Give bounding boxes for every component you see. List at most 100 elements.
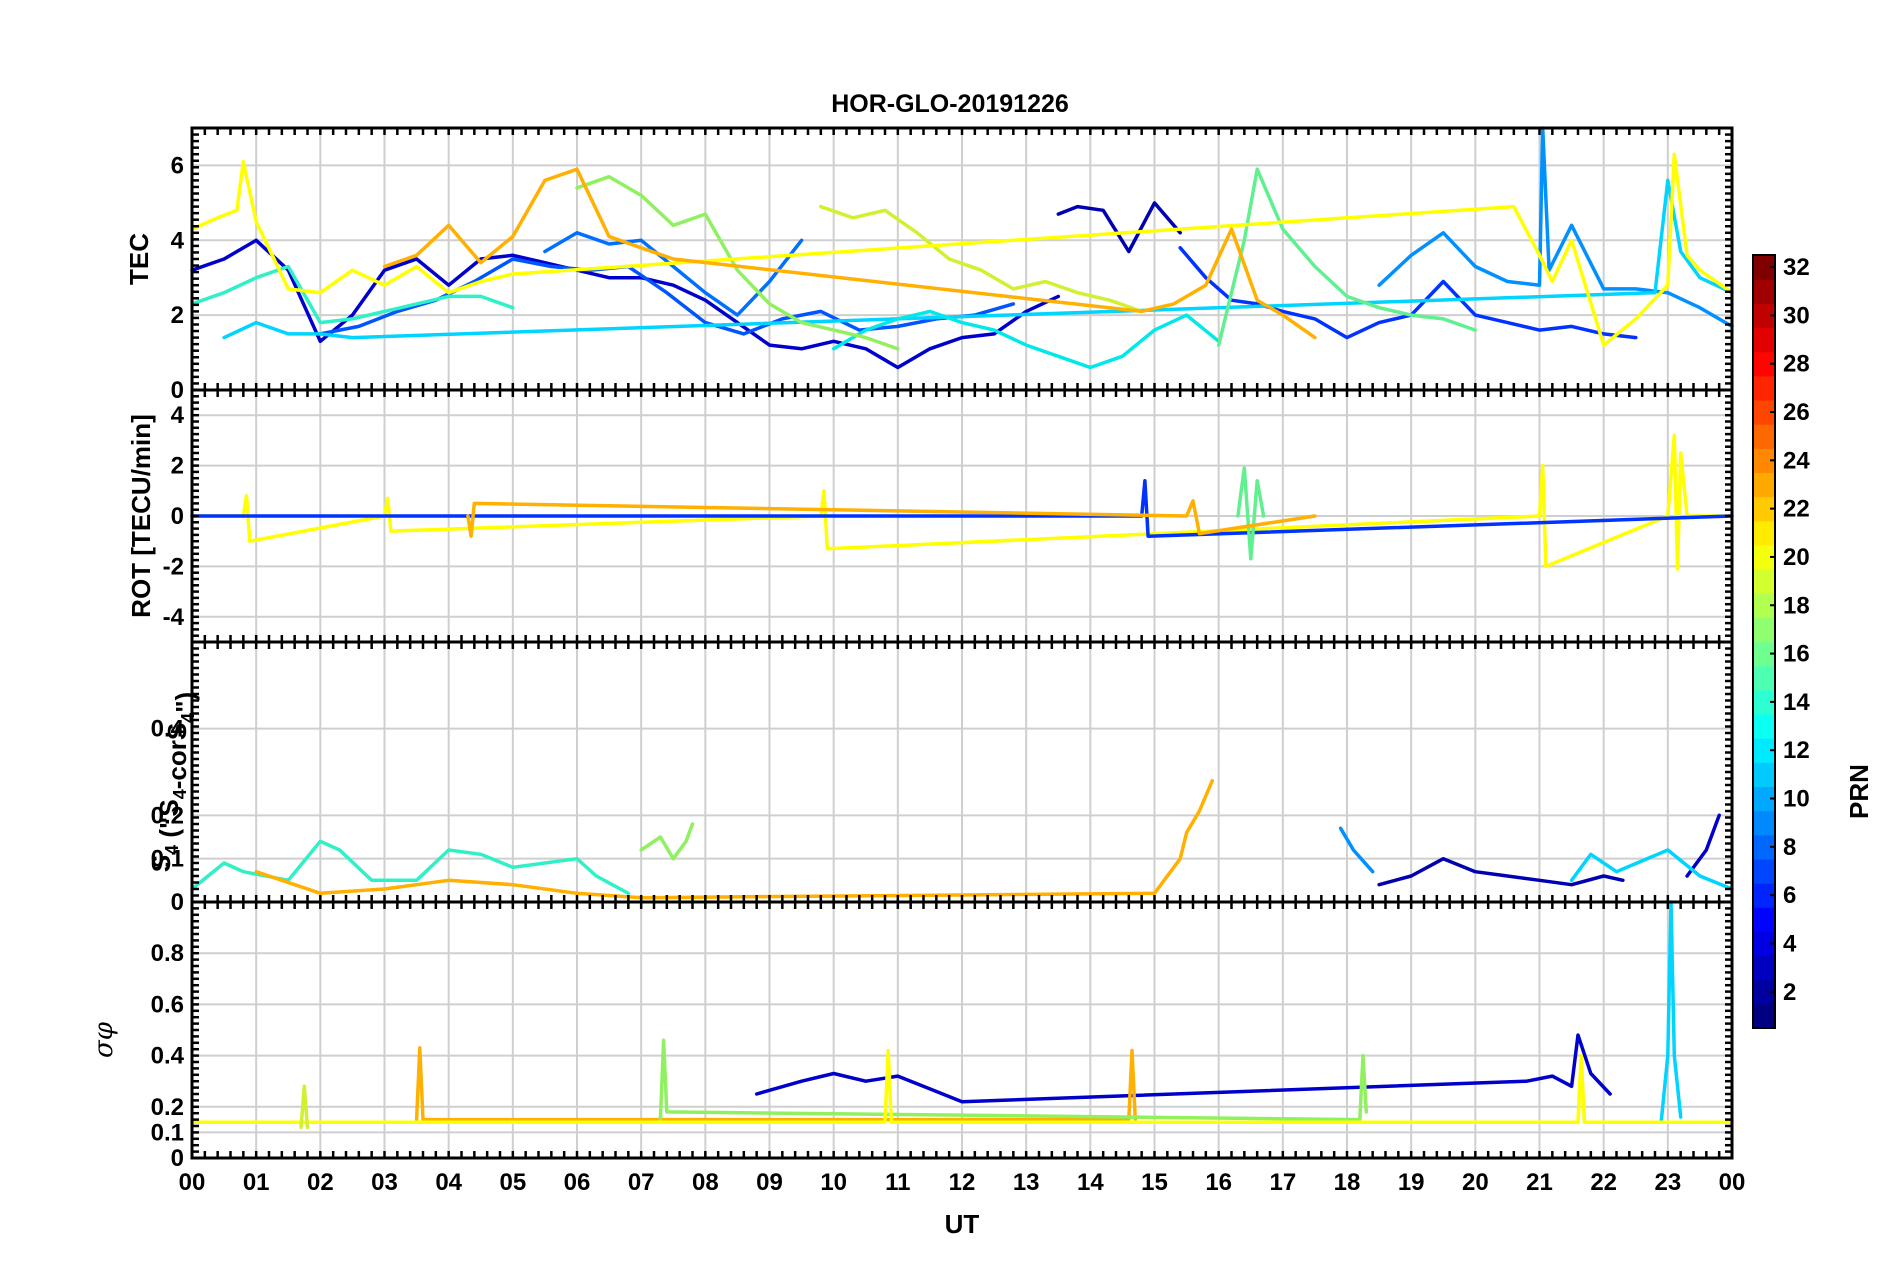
x-tick-label: 15 — [1141, 1169, 1168, 1196]
sigma_phi-series-prn-3 — [754, 1033, 1612, 1104]
colorbar-swatch — [1753, 665, 1775, 691]
x-tick-label: 23 — [1654, 1169, 1681, 1196]
tec-series-prn-20 — [190, 152, 1734, 347]
sigma_phi-ytick-label: 0 — [171, 1145, 184, 1172]
colorbar-swatch — [1753, 858, 1775, 884]
chart-title: HOR-GLO-20191226 — [831, 90, 1069, 118]
x-tick-label: 13 — [1013, 1169, 1040, 1196]
colorbar-tick-label: 8 — [1783, 834, 1796, 861]
tec-series-prn-3 — [190, 238, 1061, 370]
colorbar-tick-label: 14 — [1783, 689, 1810, 716]
colorbar-swatch — [1753, 520, 1775, 546]
sigma_phi-series-prn-17 — [658, 1038, 1369, 1122]
colorbar-swatch — [1753, 593, 1775, 618]
s4-ytick-label: 0.1 — [151, 846, 184, 873]
colorbar-swatch — [1753, 375, 1775, 401]
x-tick-label: 10 — [820, 1169, 847, 1196]
colorbar-tick-label: 18 — [1783, 592, 1810, 619]
colorbar-swatch — [1753, 351, 1775, 377]
colorbar-tick-label: 28 — [1783, 351, 1810, 378]
x-tick-label: 06 — [564, 1169, 591, 1196]
x-tick-label: 12 — [949, 1169, 976, 1196]
s4-label-part: ") — [170, 692, 200, 713]
x-tick-label: 01 — [243, 1169, 270, 1196]
colorbar-swatch — [1753, 641, 1775, 667]
s4-series-prn-14 — [190, 839, 631, 896]
colorbar-swatch — [1753, 738, 1775, 763]
tec-series-prn-16 — [1216, 167, 1478, 347]
colorbar-swatch — [1753, 617, 1775, 643]
colorbar-swatch — [1753, 255, 1775, 280]
x-tick-label: 22 — [1590, 1169, 1617, 1196]
s4-series-prn-3 — [1685, 813, 1721, 878]
x-tick-label: 00 — [1719, 1169, 1746, 1196]
s4-ytick-label: 0.4 — [151, 716, 185, 743]
tec-series-prn-13 — [831, 309, 1221, 370]
colorbar-swatch — [1753, 713, 1775, 739]
x-tick-label: 21 — [1526, 1169, 1553, 1196]
colorbar-swatch — [1753, 279, 1775, 304]
sigma_phi-ytick-label: 0.4 — [151, 1043, 185, 1070]
x-tick-label: 05 — [499, 1169, 526, 1196]
s4-label-part: -corS — [162, 723, 192, 789]
sigma_phi-ytick-label: 0.2 — [151, 1094, 184, 1121]
x-tick-label: 08 — [692, 1169, 719, 1196]
rot-ytick-label: -4 — [163, 604, 185, 631]
tec-series-prn-22 — [382, 167, 1317, 340]
s4-series-prn-12 — [1569, 848, 1734, 891]
s4-label-part: 4 — [162, 845, 182, 855]
sigma_phi-ytick-label: 0.8 — [151, 940, 184, 967]
colorbar-swatch — [1753, 786, 1775, 812]
colorbar-swatch — [1753, 907, 1775, 932]
colorbar-swatch — [1753, 544, 1775, 570]
x-tick-label: 07 — [628, 1169, 655, 1196]
colorbar-swatch — [1753, 762, 1775, 788]
s4-ytick-label: 0.2 — [151, 802, 184, 829]
sigma_phi-series-prn-22 — [414, 1046, 1138, 1122]
rot-ytick-label: 4 — [171, 402, 185, 429]
colorbar-tick-label: 12 — [1783, 737, 1810, 764]
tec-ytick-label: 0 — [171, 377, 184, 404]
sigma_phi-series-prn-19 — [299, 1084, 310, 1130]
x-tick-label: 16 — [1205, 1169, 1232, 1196]
tec-series-prn-12 — [222, 178, 1734, 340]
x-tick-label: 19 — [1398, 1169, 1425, 1196]
colorbar-swatch — [1753, 303, 1775, 329]
sigma-phi-axis-label: σφ — [89, 1021, 119, 1058]
colorbar-swatch — [1753, 931, 1775, 957]
colorbar-label: PRN — [1844, 764, 1874, 819]
rot-series-prn-20 — [190, 433, 1734, 571]
x-axis-label: UT — [945, 1209, 980, 1239]
x-tick-label: 00 — [179, 1169, 206, 1196]
x-tick-label: 02 — [307, 1169, 334, 1196]
colorbar-tick-label: 10 — [1783, 786, 1810, 813]
s4-label-part: S — [146, 855, 176, 872]
tec-ytick-label: 6 — [171, 152, 184, 179]
tec-series-prn-19 — [819, 204, 1144, 314]
s4-panel: 00.10.20.4S4 ("S4-corS4") — [146, 640, 1734, 916]
tec-axis-label: TEC — [124, 233, 154, 285]
s4-series-prn-9 — [1338, 826, 1375, 874]
x-tick-label: 04 — [435, 1169, 462, 1196]
s4-series-prn-17 — [639, 822, 695, 861]
colorbar-tick-label: 22 — [1783, 496, 1810, 523]
x-tick-label: 20 — [1462, 1169, 1489, 1196]
sigma_phi-series-prn-20 — [190, 1048, 1734, 1124]
colorbar-swatch — [1753, 448, 1775, 474]
tec-ytick-label: 4 — [171, 227, 185, 254]
tec-ytick-label: 2 — [171, 302, 184, 329]
colorbar-swatch — [1753, 834, 1775, 860]
x-tick-label: 09 — [756, 1169, 783, 1196]
s4-label-part: 4 — [178, 713, 198, 723]
colorbar-swatch — [1753, 496, 1775, 522]
s4-series-prn-22 — [254, 778, 1215, 900]
colorbar-tick-label: 30 — [1783, 302, 1810, 329]
s4-label-part: 4 — [170, 789, 190, 799]
sigma_phi-minor-ticks — [190, 900, 1734, 1160]
colorbar-swatch — [1753, 327, 1775, 353]
rot-axis-label: ROT [TECU/min] — [126, 414, 156, 618]
x-tick-labels: 00 01 02 03 04 05 06 07 08 09 10 11 12 13 14 15 16 17 18 19… — [179, 1169, 1746, 1196]
tec-series-prn-14 — [190, 264, 515, 325]
